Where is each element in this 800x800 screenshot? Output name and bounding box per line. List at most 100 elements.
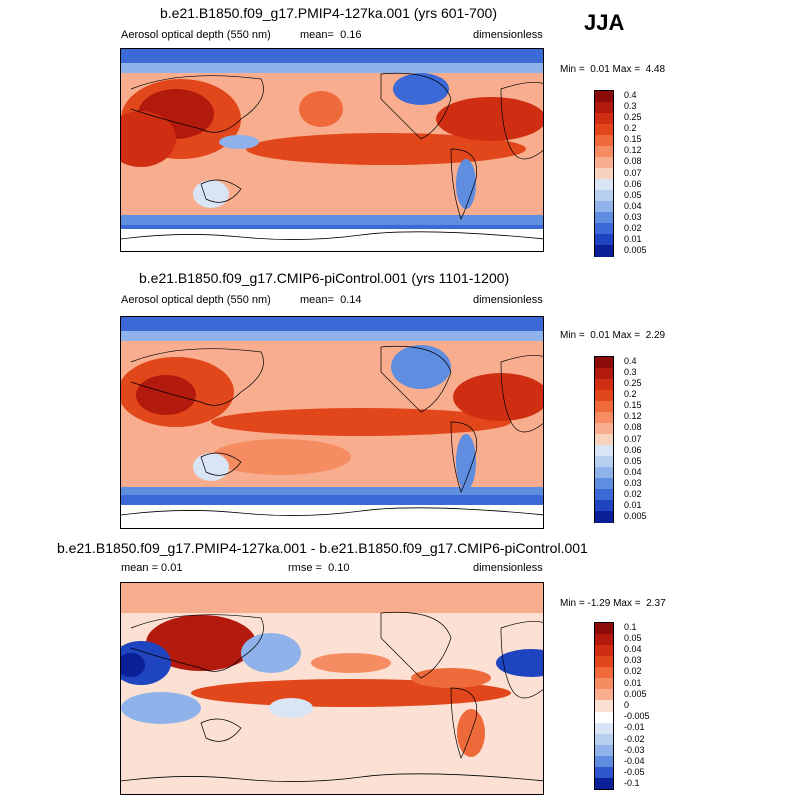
panel3-eurasia-coast	[130, 614, 264, 672]
panel2-mean-label: mean= 0.14	[300, 294, 362, 306]
panel3-title: b.e21.B1850.f09_g17.PMIP4-127ka.001 - b.…	[57, 540, 588, 556]
panel2-mean-value: 0.14	[340, 294, 362, 306]
panel1-australia-low	[193, 180, 229, 208]
panel2-spacific-band	[211, 439, 351, 475]
colorbar-tick-label: 0.3	[624, 366, 637, 377]
panel1-arctic-low	[121, 49, 543, 63]
colorbar-tick-label: 0.02	[624, 223, 642, 234]
colorbar-box	[595, 179, 613, 191]
colorbar-tick-label: 0.04	[624, 644, 642, 654]
colorbar-box	[595, 146, 613, 158]
colorbar-tick-label: 0.15	[624, 400, 642, 411]
colorbar-box	[595, 135, 613, 147]
panel2-units: dimensionless	[473, 294, 543, 306]
colorbar-box	[595, 667, 613, 679]
panel2-eurasia-coast	[130, 348, 264, 406]
panel3-units: dimensionless	[473, 562, 543, 574]
panel3-wpac-low	[269, 698, 313, 718]
colorbar-tick-label: 0.3	[624, 100, 637, 111]
colorbar-tick-label: 0.01	[624, 677, 642, 688]
colorbar-box	[595, 478, 613, 490]
colorbar-box	[595, 190, 613, 202]
panel3-map	[120, 582, 544, 795]
colorbar-tick-label: 0.03	[624, 655, 642, 666]
panel3-samerica-coast	[450, 687, 478, 759]
panel1-australia-coast	[200, 179, 242, 203]
colorbar-tick-label: 0.06	[624, 178, 642, 189]
colorbar-tick-label: 0.005	[624, 511, 647, 522]
colorbar-tick-label: 0.01	[624, 500, 642, 511]
panel2-samerica-coast	[450, 421, 478, 493]
colorbar-tick-label: -0.01	[624, 722, 645, 733]
colorbar-box	[595, 755, 613, 768]
panel3-antarctic-coast	[121, 773, 543, 782]
colorbar-tick-label: 0.4	[624, 355, 637, 366]
panel1-map	[120, 48, 544, 252]
panel1-indian-high	[121, 111, 176, 167]
panel2-variable-label: Aerosol optical depth (550 nm)	[121, 294, 271, 306]
panel2-namerica-coast	[380, 346, 452, 413]
colorbar-box	[595, 412, 613, 424]
colorbar-tick-label: 0.08	[624, 422, 642, 433]
panel2-samerica-low	[456, 434, 476, 490]
colorbar-tick-label: -0.03	[624, 744, 645, 755]
panel1-arctic-band	[121, 63, 543, 73]
panel3-namerica-coast	[380, 612, 452, 679]
colorbar-box	[595, 489, 613, 501]
colorbar-box	[595, 445, 613, 457]
colorbar-box	[595, 467, 613, 479]
panel2-atlantic-high	[453, 373, 543, 421]
colorbar-tick-label: 0.04	[624, 466, 642, 477]
colorbar-box	[595, 390, 613, 402]
colorbar-box	[595, 124, 613, 136]
panel3-africa-west-min	[121, 653, 145, 677]
colorbar-tick-label: 0.1	[624, 621, 637, 632]
panel2-colorbar	[594, 356, 614, 523]
colorbar-box	[595, 689, 613, 701]
colorbar-tick-label: 0.03	[624, 212, 642, 223]
colorbar-tick-label: 0.25	[624, 377, 642, 388]
panel3-npacific-band	[311, 653, 391, 673]
colorbar-box	[595, 711, 613, 724]
colorbar-box	[595, 766, 613, 779]
colorbar-box	[595, 744, 613, 757]
panel3-rmse-value: 0.10	[328, 562, 350, 574]
panel2-arctic-band	[121, 331, 543, 341]
colorbar-tick-label: -0.05	[624, 767, 645, 778]
panel3-colorbar	[594, 622, 614, 790]
panel2-africa-coast	[500, 355, 543, 433]
colorbar-tick-label: 0.25	[624, 111, 642, 122]
season-label: JJA	[584, 10, 625, 35]
panel3-rmse-label: rmse = 0.10	[288, 562, 350, 574]
colorbar-box	[595, 678, 613, 690]
colorbar-tick-label: 0.12	[624, 411, 642, 422]
colorbar-tick-label: 0.02	[624, 666, 642, 677]
panel3-eqatlantic-band	[411, 668, 491, 688]
colorbar-tick-label: -0.1	[624, 778, 640, 789]
colorbar-tick-label: 0.02	[624, 489, 642, 500]
colorbar-box	[595, 511, 613, 523]
panel1-mean-label: mean= 0.16	[300, 29, 362, 41]
colorbar-box	[595, 634, 613, 646]
colorbar-tick-label: 0.15	[624, 134, 642, 145]
colorbar-box	[595, 223, 613, 235]
panel1-title: b.e21.B1850.f09_g17.PMIP4-127ka.001 (yrs…	[160, 5, 498, 21]
panel1-namerica-low	[393, 73, 449, 105]
colorbar-box	[595, 645, 613, 657]
panel2-southern-band	[121, 487, 543, 495]
panel2-australia-coast	[200, 452, 242, 476]
colorbar-tick-label: -0.04	[624, 756, 645, 766]
colorbar-tick-label: 0	[624, 700, 630, 710]
colorbar-box	[595, 722, 613, 735]
panel1-minmax: Min = 0.01 Max = 4.48	[560, 64, 666, 75]
colorbar-box	[595, 656, 613, 668]
colorbar-box	[595, 368, 613, 380]
colorbar-tick-label: 0.2	[624, 122, 637, 133]
panel2-title: b.e21.B1850.f09_g17.CMIP6-piControl.001 …	[139, 270, 510, 286]
colorbar-tick-label: 0.05	[624, 189, 642, 200]
panel3-arctic-band	[121, 583, 543, 613]
panel3-asia-max	[146, 615, 256, 671]
panel3-indian-low	[121, 692, 201, 724]
panel1-npacific-high	[299, 91, 343, 127]
panel1-eurasia-coast	[130, 75, 264, 133]
